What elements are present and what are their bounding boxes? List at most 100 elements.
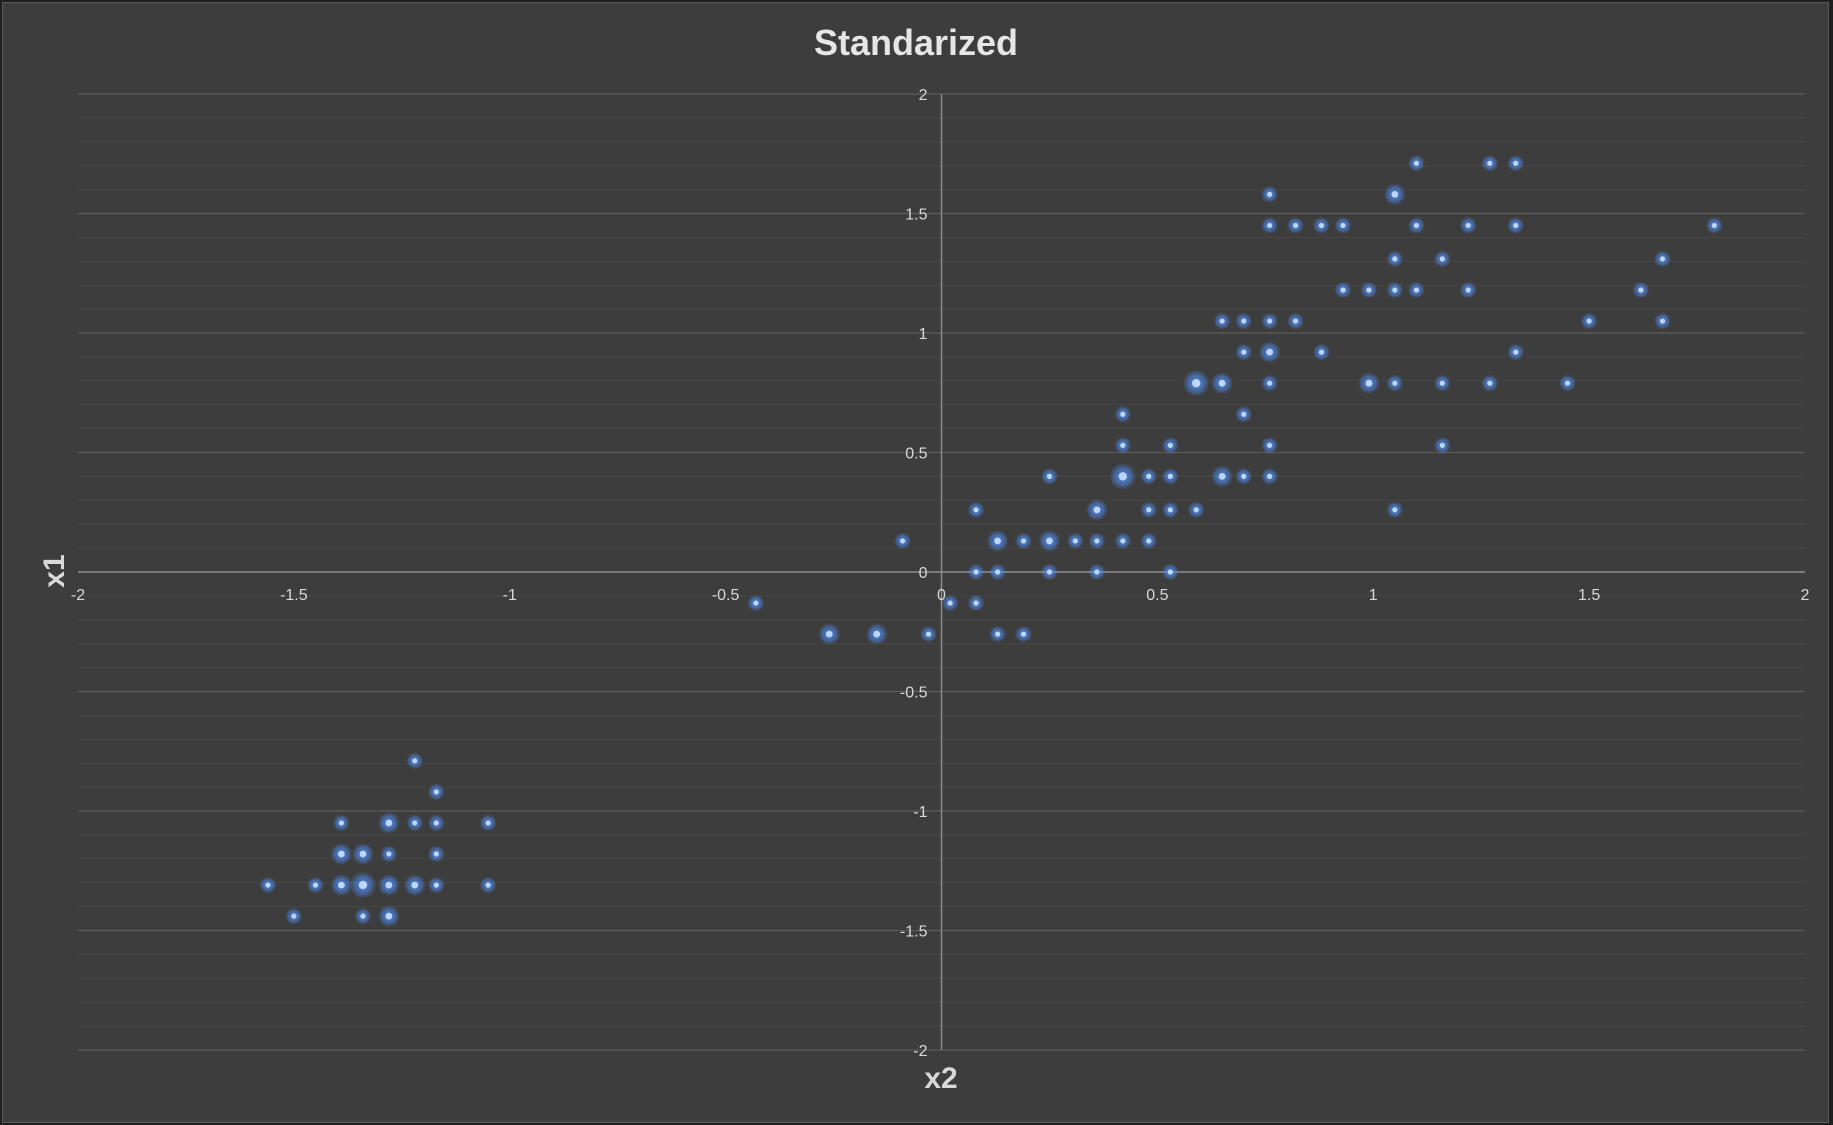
- data-point: [986, 529, 1009, 552]
- data-point: [1507, 216, 1525, 234]
- data-point: [1386, 250, 1404, 268]
- data-point: [1632, 281, 1650, 299]
- y-tick-label: -1: [913, 804, 927, 821]
- data-point: [1187, 501, 1205, 519]
- data-point: [1334, 216, 1352, 234]
- x-axis-title: x2: [924, 1062, 957, 1095]
- data-point: [332, 814, 350, 832]
- data-point: [1213, 312, 1231, 330]
- data-point: [1433, 436, 1451, 454]
- data-point: [1357, 372, 1380, 395]
- data-point: [1114, 436, 1132, 454]
- data-point: [1140, 532, 1158, 550]
- data-point: [1261, 374, 1279, 392]
- data-point: [1407, 281, 1425, 299]
- data-point: [1114, 532, 1132, 550]
- data-point: [1088, 532, 1106, 550]
- data-point: [380, 845, 398, 863]
- data-point: [1459, 281, 1477, 299]
- data-point: [1654, 250, 1672, 268]
- data-point: [1235, 467, 1253, 485]
- data-point: [1433, 250, 1451, 268]
- data-point: [406, 814, 424, 832]
- data-point: [1140, 467, 1158, 485]
- data-point: [1161, 501, 1179, 519]
- x-tick-label: 1: [1369, 587, 1378, 604]
- data-point: [1211, 465, 1234, 488]
- data-point: [1261, 216, 1279, 234]
- data-point: [1161, 436, 1179, 454]
- data-point: [259, 876, 277, 894]
- data-point: [894, 532, 912, 550]
- data-point: [989, 563, 1007, 581]
- data-point: [1386, 501, 1404, 519]
- x-tick-label: -1: [503, 587, 517, 604]
- data-point: [967, 594, 985, 612]
- data-point: [941, 594, 959, 612]
- data-point: [1235, 405, 1253, 423]
- data-point: [1161, 563, 1179, 581]
- y-tick-label: -0.5: [900, 685, 928, 702]
- data-point: [1386, 374, 1404, 392]
- data-point: [1015, 625, 1033, 643]
- y-axis-title: x1: [38, 554, 71, 587]
- y-tick-label: -2: [913, 1043, 927, 1060]
- data-point: [479, 876, 497, 894]
- data-point: [1085, 498, 1108, 521]
- data-point: [1407, 216, 1425, 234]
- y-tick-label: -1.5: [900, 924, 928, 941]
- x-tick-label: -1.5: [280, 587, 308, 604]
- data-point: [349, 871, 377, 899]
- data-point: [747, 594, 765, 612]
- data-point: [1287, 312, 1305, 330]
- data-point: [1261, 436, 1279, 454]
- data-point: [1654, 312, 1672, 330]
- data-point: [1015, 532, 1033, 550]
- data-point: [1481, 374, 1499, 392]
- x-tick-label: -0.5: [712, 587, 740, 604]
- y-tick-label: 2: [919, 87, 928, 104]
- data-point: [1109, 462, 1137, 490]
- data-point: [1407, 154, 1425, 172]
- data-point: [1383, 183, 1406, 206]
- data-point: [306, 876, 324, 894]
- data-point: [1066, 532, 1084, 550]
- data-point: [1261, 467, 1279, 485]
- data-point: [354, 907, 372, 925]
- data-point: [1312, 343, 1330, 361]
- data-point: [1507, 154, 1525, 172]
- data-point: [377, 811, 400, 834]
- data-point: [285, 907, 303, 925]
- data-point: [1161, 467, 1179, 485]
- data-point: [1386, 281, 1404, 299]
- data-point: [1040, 563, 1058, 581]
- x-tick-label: 0.5: [1146, 587, 1168, 604]
- data-point: [989, 625, 1007, 643]
- data-point: [865, 623, 888, 646]
- x-tick-label: -2: [71, 587, 85, 604]
- data-point: [1040, 467, 1058, 485]
- data-point: [1038, 529, 1061, 552]
- data-point: [1459, 216, 1477, 234]
- data-point: [427, 783, 445, 801]
- data-point: [406, 752, 424, 770]
- tick-labels: -2 -1.5 -1 -0.5 0 0.5 1 1.5 2 -2 -1.5 -1 -0.5 0 0.5 1 1.…: [71, 87, 1810, 1060]
- data-point: [479, 814, 497, 832]
- data-point: [1507, 343, 1525, 361]
- data-point: [967, 501, 985, 519]
- data-point: [403, 874, 426, 897]
- x-tick-label: 2: [1801, 587, 1810, 604]
- x-tick-label: 1.5: [1578, 587, 1600, 604]
- data-point: [1433, 374, 1451, 392]
- data-point: [330, 874, 353, 897]
- data-point: [1211, 372, 1234, 395]
- data-point: [1258, 341, 1281, 364]
- data-point: [377, 905, 400, 928]
- data-point: [427, 814, 445, 832]
- y-tick-label: 0: [919, 565, 928, 582]
- data-point: [967, 563, 985, 581]
- axes: [78, 94, 1805, 1050]
- data-point: [1261, 185, 1279, 203]
- data-point: [1312, 216, 1330, 234]
